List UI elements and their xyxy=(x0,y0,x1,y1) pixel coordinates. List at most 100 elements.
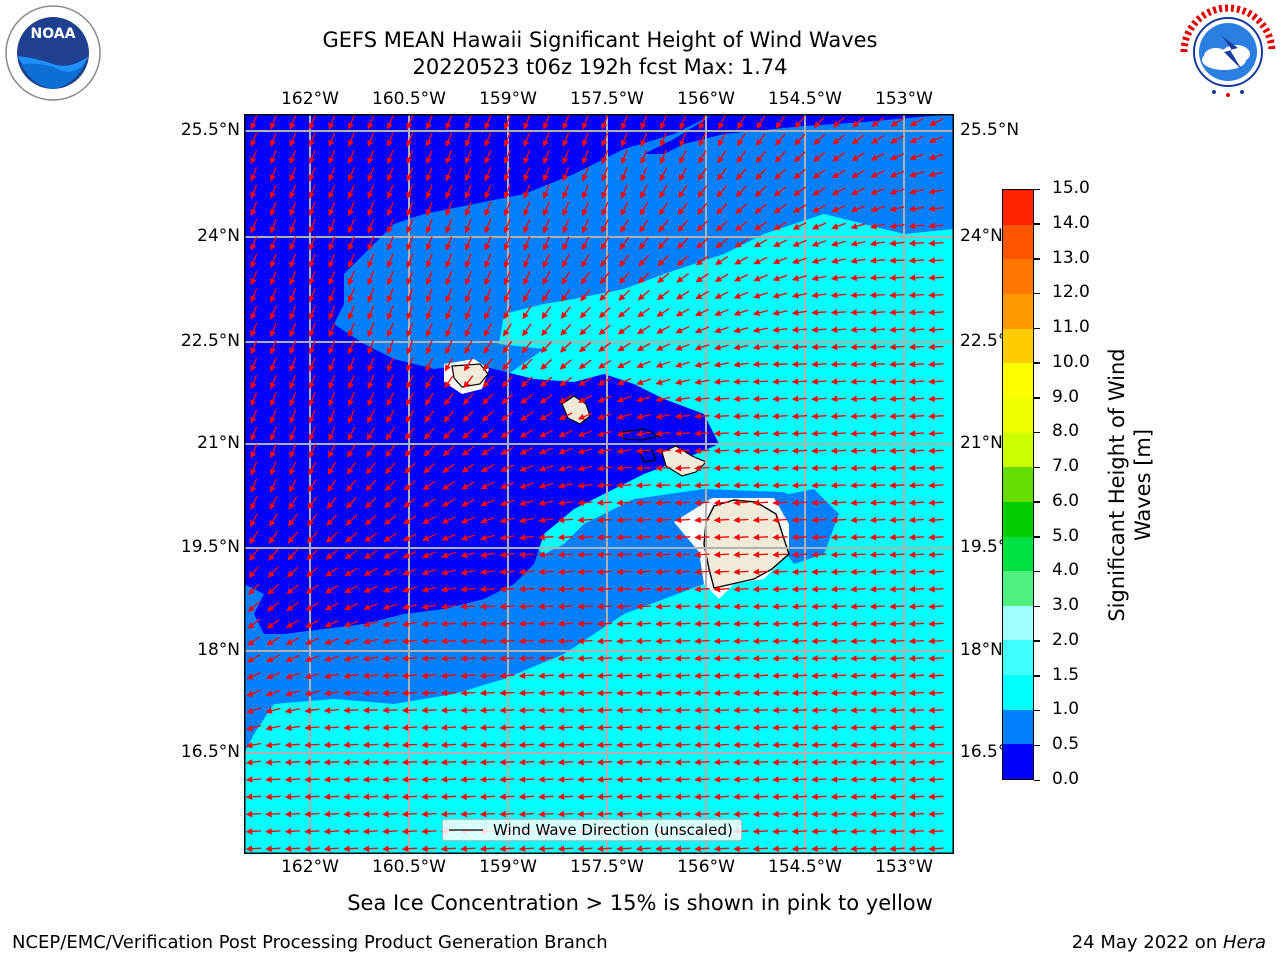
wave-direction-arrow xyxy=(304,741,320,749)
wave-direction-arrow xyxy=(674,776,691,783)
wave-direction-arrow xyxy=(308,444,316,459)
wave-direction-arrow xyxy=(308,392,316,407)
wave-direction-arrow xyxy=(423,445,435,457)
wave-direction-arrow xyxy=(484,201,492,217)
wave-direction-arrow xyxy=(655,499,671,506)
wave-direction-arrow xyxy=(444,357,454,372)
wave-direction-arrow xyxy=(928,222,944,230)
wave-direction-arrow xyxy=(869,395,886,403)
wave-direction-arrow xyxy=(460,758,476,766)
wave-direction-arrow xyxy=(869,378,886,385)
wave-direction-arrow xyxy=(655,655,671,662)
wave-direction-arrow xyxy=(597,377,612,386)
wave-direction-arrow xyxy=(869,326,886,333)
wave-direction-arrow xyxy=(347,392,355,407)
wave-direction-arrow xyxy=(444,375,454,389)
wave-direction-arrow xyxy=(737,115,746,130)
wave-direction-arrow xyxy=(362,724,379,731)
wave-direction-arrow xyxy=(620,167,628,182)
wave-direction-arrow xyxy=(499,655,515,662)
wave-direction-arrow xyxy=(308,270,316,286)
colorbar-tick-label: 4.0 xyxy=(1052,560,1080,581)
wave-direction-arrow xyxy=(440,758,457,766)
wave-direction-arrow xyxy=(364,514,377,526)
wave-direction-arrow xyxy=(600,236,610,251)
wave-direction-arrow xyxy=(328,374,336,390)
wave-direction-arrow xyxy=(928,724,944,731)
wave-direction-arrow xyxy=(635,741,652,749)
wave-direction-arrow xyxy=(928,707,944,714)
colorbar-tick-label: 15.0 xyxy=(1052,178,1090,198)
wave-direction-arrow xyxy=(617,360,632,369)
wave-direction-arrow xyxy=(635,810,652,818)
wave-direction-arrow xyxy=(518,637,535,645)
wave-direction-arrow xyxy=(791,758,808,766)
wave-direction-arrow xyxy=(483,358,493,371)
wave-direction-arrow xyxy=(362,689,379,697)
wave-direction-arrow xyxy=(830,534,847,541)
wave-direction-arrow xyxy=(598,342,612,352)
wave-direction-arrow xyxy=(755,168,767,180)
wave-direction-arrow xyxy=(401,620,418,628)
wave-direction-arrow xyxy=(733,603,749,610)
wave-direction-arrow xyxy=(484,184,492,199)
wave-direction-arrow xyxy=(479,620,496,628)
wave-direction-arrow xyxy=(362,776,379,783)
wave-direction-arrow xyxy=(811,620,827,628)
wave-direction-arrow xyxy=(850,655,866,662)
wave-direction-arrow xyxy=(344,567,358,577)
wave-direction-arrow xyxy=(250,426,258,442)
wave-direction-arrow xyxy=(269,236,277,251)
wave-direction-arrow xyxy=(889,551,905,558)
wave-direction-arrow xyxy=(616,793,632,801)
wave-direction-arrow xyxy=(347,132,355,148)
wave-direction-arrow xyxy=(752,378,769,385)
wave-direction-arrow xyxy=(908,395,925,403)
wave-direction-arrow xyxy=(694,551,710,558)
colorbar-tick-mark xyxy=(1034,258,1040,260)
wave-direction-arrow xyxy=(674,724,691,731)
wave-direction-arrow xyxy=(328,392,336,407)
wave-direction-arrow xyxy=(460,620,476,628)
wave-direction-arrow xyxy=(367,115,375,130)
wave-direction-arrow xyxy=(811,534,827,541)
wave-direction-arrow xyxy=(674,758,691,766)
wave-direction-arrow xyxy=(831,187,846,196)
wave-direction-arrow xyxy=(347,184,355,199)
wave-direction-arrow xyxy=(713,655,730,662)
wave-direction-arrow xyxy=(811,240,827,247)
wave-direction-arrow xyxy=(735,185,747,198)
wave-direction-arrow xyxy=(308,253,316,269)
wave-direction-arrow xyxy=(734,238,748,248)
wave-direction-arrow xyxy=(889,810,905,818)
wave-direction-arrow xyxy=(484,288,492,303)
wave-direction-arrow xyxy=(655,672,671,679)
wave-direction-arrow xyxy=(557,551,574,558)
wave-direction-arrow xyxy=(791,741,808,749)
wave-direction-arrow xyxy=(323,707,340,714)
wave-direction-arrow xyxy=(440,689,457,697)
wave-direction-arrow xyxy=(850,637,866,645)
wave-direction-arrow xyxy=(445,115,453,130)
wave-direction-arrow xyxy=(674,845,691,852)
wave-direction-arrow xyxy=(908,568,925,576)
wave-direction-arrow xyxy=(245,793,262,801)
wave-direction-arrow xyxy=(538,758,554,766)
wave-direction-arrow xyxy=(716,203,728,215)
wave-direction-arrow xyxy=(346,461,357,475)
wave-direction-arrow xyxy=(791,689,808,697)
wave-direction-arrow xyxy=(518,810,535,818)
wave-direction-arrow xyxy=(421,672,437,679)
wave-direction-arrow xyxy=(445,132,453,148)
wave-direction-arrow xyxy=(889,378,905,385)
wave-direction-arrow xyxy=(752,464,769,472)
wave-direction-arrow xyxy=(674,482,691,489)
wave-direction-arrow xyxy=(695,273,709,283)
wave-direction-arrow xyxy=(850,412,866,420)
wave-direction-arrow xyxy=(830,395,847,403)
wave-direction-arrow xyxy=(830,568,847,576)
wave-direction-arrow xyxy=(850,326,866,333)
wave-direction-arrow xyxy=(659,149,667,165)
wave-direction-arrow xyxy=(421,828,437,835)
wave-direction-arrow xyxy=(792,204,807,213)
